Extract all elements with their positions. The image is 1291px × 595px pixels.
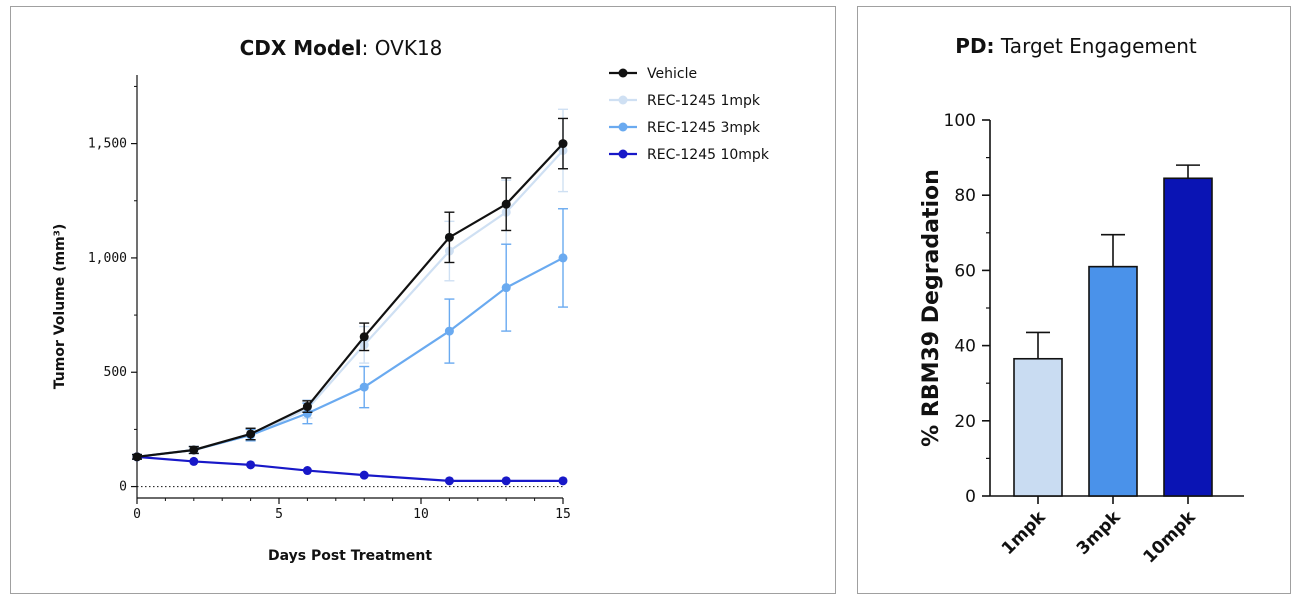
y-tick-label: 0	[119, 480, 127, 495]
bar-3mpk	[1088, 265, 1138, 497]
x-tick-label: 15	[555, 507, 571, 522]
y-tick-label: 500	[104, 365, 127, 380]
legend-marker-rec-1245-10mpk	[618, 149, 628, 159]
rec-1245-3mpk-point	[359, 382, 369, 392]
x-tick-label-1mpk: 1mpk	[998, 507, 1050, 559]
bar-10mpk	[1163, 177, 1213, 497]
y-tick-label: 80	[954, 186, 976, 206]
x-tick-label: 0	[133, 507, 141, 522]
rec-1245-10mpk-point	[501, 476, 511, 486]
y-tick-label: 100	[944, 111, 976, 131]
rec-1245-10mpk-point	[189, 456, 199, 466]
rec-1245-10mpk-point	[444, 476, 454, 486]
vehicle-point	[246, 429, 256, 439]
rec-1245-3mpk-point	[558, 253, 568, 263]
vehicle-point	[501, 199, 511, 209]
y-axis-title: % RBM39 Degradation	[919, 169, 944, 447]
chart-title-bold: PD:	[955, 34, 994, 58]
rec-1245-10mpk-point	[558, 476, 568, 486]
legend-marker-rec-1245-1mpk	[618, 95, 628, 105]
rec-1245-3mpk-point	[501, 283, 511, 293]
vehicle-point	[444, 232, 454, 242]
x-tick-label-3mpk: 3mpk	[1073, 507, 1125, 559]
bar-1mpk	[1013, 357, 1063, 497]
rec-1245-3mpk-point	[302, 408, 312, 418]
rec-1245-10mpk-point	[302, 466, 312, 476]
chart-title-rest: : OVK18	[362, 36, 443, 60]
vehicle-line	[136, 142, 564, 458]
legend-label-rec-1245-10mpk: REC-1245 10mpk	[647, 147, 770, 163]
target-engagement-chart-panel: PD: Target Engagement 0 20 40 60 80 100 % RBM39…	[857, 6, 1291, 594]
chart-title-rest: Target Engagement	[995, 34, 1197, 58]
rec-1245-10mpk-line	[136, 455, 563, 482]
legend-label-vehicle: Vehicle	[647, 66, 697, 82]
vehicle-point	[359, 332, 369, 342]
chart-title: PD: Target Engagement	[955, 34, 1197, 58]
vehicle-point	[132, 452, 142, 462]
y-tick-label: 1,500	[88, 137, 127, 152]
rec-1245-10mpk-point	[246, 460, 256, 470]
rbm39-degradation-bar-chart: PD: Target Engagement 0 20 40 60 80 100 % RBM39…	[919, 34, 1244, 567]
vehicle-point	[558, 139, 568, 149]
x-tick-label-10mpk: 10mpk	[1140, 507, 1200, 567]
x-tick-label: 10	[413, 507, 429, 522]
vehicle-point	[302, 402, 312, 412]
rec-1245-10mpk-point	[359, 470, 369, 480]
legend-label-rec-1245-3mpk: REC-1245 3mpk	[647, 120, 761, 136]
y-tick-label: 0	[965, 487, 976, 507]
y-tick-label: 1,000	[88, 251, 127, 266]
tumor-volume-line-chart: CDX Model: OVK18 0 500 1,000 1,500 0 5 10 15 Days…	[52, 36, 770, 564]
y-tick-label: 20	[954, 412, 976, 432]
tumor-volume-chart-panel: CDX Model: OVK18 0 500 1,000 1,500 0 5 10 15 Days…	[10, 6, 836, 594]
y-tick-label: 60	[954, 261, 976, 281]
chart-title: CDX Model: OVK18	[240, 36, 443, 60]
x-tick-label: 5	[275, 507, 283, 522]
y-tick-label: 40	[954, 337, 976, 357]
rec-1245-3mpk-point	[444, 326, 454, 336]
rec-1245-3mpk-line	[136, 256, 564, 458]
vehicle-point	[189, 445, 199, 455]
legend-marker-rec-1245-3mpk	[618, 122, 628, 132]
legend-marker-vehicle	[618, 68, 628, 78]
x-axis-title: Days Post Treatment	[268, 548, 432, 564]
rec-1245-1mpk-line	[136, 149, 564, 458]
y-axis-title: Tumor Volume (mm³)	[52, 224, 68, 389]
legend-label-rec-1245-1mpk: REC-1245 1mpk	[647, 93, 761, 109]
chart-title-bold: CDX Model	[240, 36, 362, 60]
